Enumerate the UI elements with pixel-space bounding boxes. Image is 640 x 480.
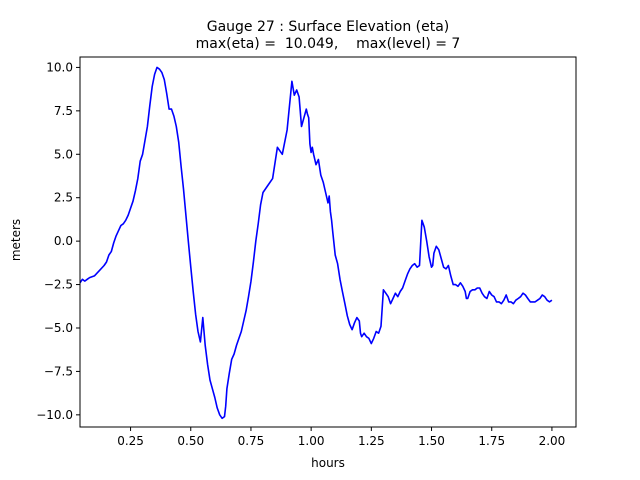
y-tick-label: 7.5 [54,104,73,118]
y-tick-label: 0.0 [54,234,73,248]
x-tick-label: 0.50 [177,434,204,448]
x-tick-label: 1.00 [298,434,325,448]
x-tick-label: 1.75 [478,434,505,448]
y-tick-label: −5.0 [44,321,73,335]
y-tick-label: 10.0 [46,60,73,74]
x-axis-label: hours [311,456,345,470]
plot-frame [79,56,577,428]
y-tick-label: −2.5 [44,278,73,292]
y-tick-label: 2.5 [54,191,73,205]
x-tick-label: 0.25 [117,434,144,448]
x-tick-label: 0.75 [238,434,265,448]
x-tick-label: 2.00 [539,434,566,448]
chart-subtitle: max(eta) = 10.049, max(level) = 7 [196,36,461,52]
chart-title: Gauge 27 : Surface Elevation (eta) [207,19,450,35]
y-tick-label: −7.5 [44,364,73,378]
plot-area [79,66,553,420]
x-tick-label: 1.50 [418,434,445,448]
x-tick-label: 1.25 [358,434,385,448]
series-line [79,66,553,420]
y-axis: −10.0 −7.5 −5.0 −2.5 0.0 2.5 5.0 7.5 10.0 [36,60,80,422]
y-tick-label: −10.0 [36,408,73,422]
y-axis-label: meters [9,219,23,261]
y-tick-label: 5.0 [54,147,73,161]
x-axis: 0.25 0.50 0.75 1.00 1.25 1.50 1.75 2.00 [117,427,565,448]
